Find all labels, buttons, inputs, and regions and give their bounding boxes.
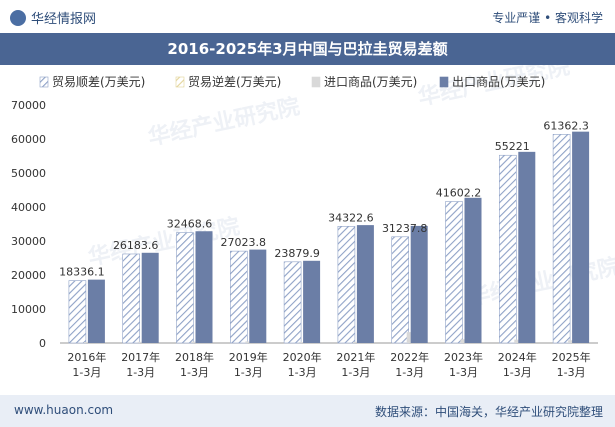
legend-swatch (311, 76, 321, 88)
y-tick-label: 10000 (11, 303, 46, 316)
export-bar (410, 225, 428, 343)
y-tick-label: 50000 (11, 167, 46, 180)
export-bar (518, 151, 536, 343)
x-tick-label: 2016年 1-3月 (67, 350, 106, 379)
surplus-bar (498, 154, 517, 344)
footer: www.huaon.com 数据来源：中国海关，华经产业研究院整理 (0, 395, 615, 427)
y-tick-label: 30000 (11, 235, 46, 248)
x-tick-label: 2023年 1-3月 (444, 350, 483, 379)
surplus-bar (230, 250, 248, 344)
watermark-text: 华经产业研究院 (86, 213, 242, 270)
y-tick-label: 70000 (11, 99, 46, 112)
x-tick-label: 2021年 1-3月 (336, 350, 375, 379)
surplus-bar (122, 253, 140, 344)
data-label: 31237.8 (382, 222, 428, 235)
surplus-bar (176, 232, 194, 344)
x-tick-label: 2017年 1-3月 (121, 350, 160, 379)
surplus-bar (391, 236, 410, 344)
brand-name: 华经情报网 (31, 12, 97, 27)
legend-label: 出口商品(万美元) (452, 74, 545, 89)
data-label: 55221 (495, 140, 530, 153)
surplus-bar (552, 134, 571, 344)
footer-url[interactable]: www.huaon.com (14, 403, 114, 417)
data-label: 27023.8 (221, 236, 267, 249)
x-tick-label: 2018年 1-3月 (175, 350, 214, 379)
x-tick-label: 2020年 1-3月 (283, 350, 322, 379)
data-label: 32468.6 (167, 218, 213, 231)
export-bar (356, 225, 374, 343)
brand[interactable]: 华经情报网 (10, 8, 96, 27)
export-bar (141, 252, 159, 343)
data-label: 26183.6 (113, 239, 159, 252)
export-bar (195, 231, 213, 343)
legend-label: 贸易逆差(万美元) (188, 74, 281, 89)
x-tick-label: 2019年 1-3月 (229, 350, 268, 379)
legend-label: 进口商品(万美元) (324, 74, 417, 89)
x-tick-label: 2025年 1-3月 (552, 350, 591, 379)
surplus-bar (445, 201, 463, 344)
export-bar (249, 249, 267, 343)
legend-swatch (39, 76, 49, 88)
y-tick-label: 20000 (11, 269, 46, 282)
export-bar (303, 260, 321, 343)
top-bar: 华经情报网 专业严谨 • 客观科学 (0, 0, 615, 33)
surplus-bar (68, 280, 87, 344)
data-label: 41602.2 (436, 187, 482, 200)
tagline: 专业严谨 • 客观科学 (492, 11, 603, 25)
brand-logo-icon (10, 10, 26, 26)
x-tick-label: 2022年 1-3月 (390, 350, 429, 379)
legend-label: 贸易顺差(万美元) (52, 75, 145, 89)
watermark-text: 华经产业研究院 (146, 93, 302, 150)
data-label: 34322.6 (328, 211, 374, 224)
y-tick-label: 40000 (11, 201, 46, 214)
surplus-bar (283, 261, 302, 344)
export-bar (464, 197, 482, 343)
watermark-text: 华经产业研究院 (466, 253, 615, 310)
y-tick-label: 60000 (11, 133, 46, 146)
footer-source: 数据来源：中国海关，华经产业研究院整理 (374, 405, 603, 419)
surplus-bar (337, 226, 356, 344)
x-tick-label: 2024年 1-3月 (498, 350, 537, 379)
data-label: 61362.3 (543, 119, 589, 132)
data-label: 23879.9 (274, 247, 320, 260)
legend-swatch (175, 76, 185, 88)
export-bar (87, 279, 105, 343)
y-tick-label: 0 (39, 337, 46, 350)
legend-swatch (439, 76, 449, 88)
data-label: 18336.1 (59, 266, 105, 279)
export-bar (572, 131, 590, 343)
chart-title: 2016-2025年3月中国与巴拉圭贸易差额 (0, 33, 615, 65)
